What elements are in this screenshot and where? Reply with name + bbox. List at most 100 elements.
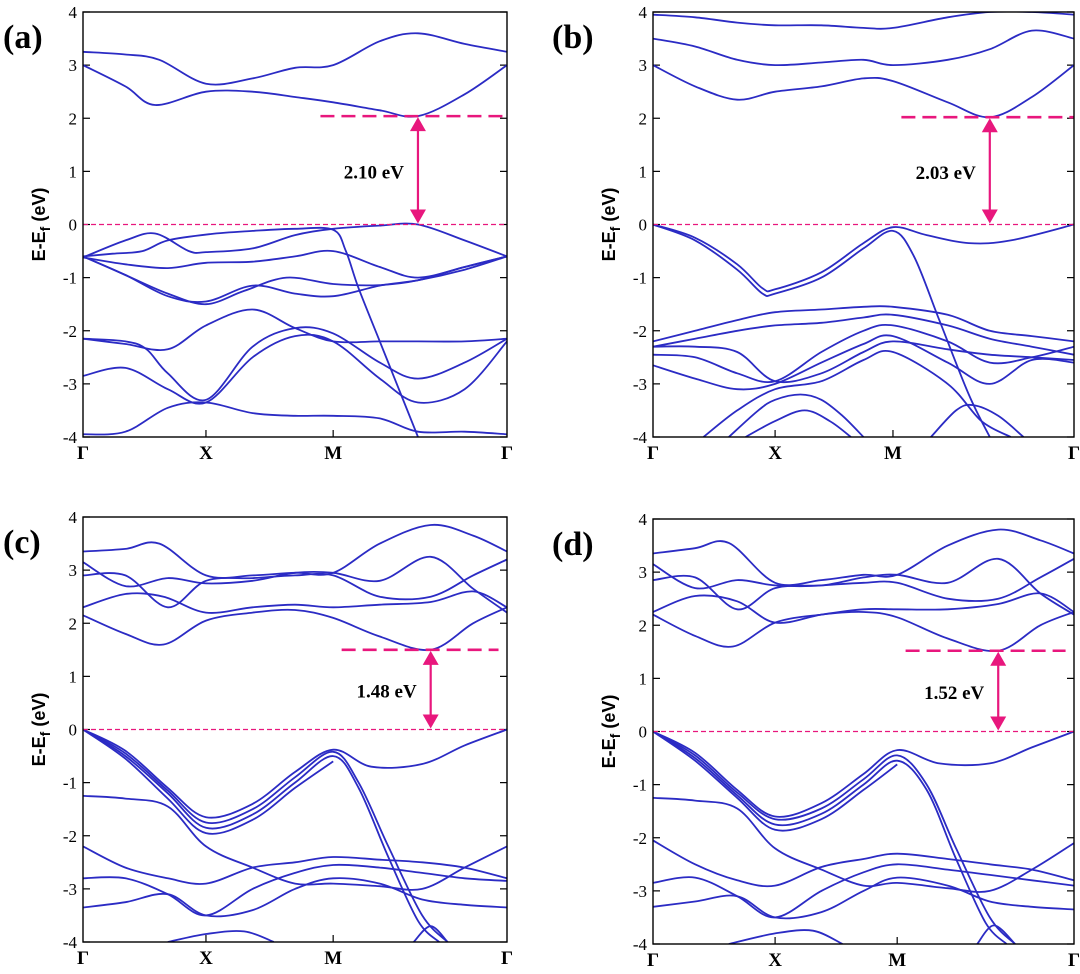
kpoint-label: M	[884, 443, 902, 464]
gap-arrow-head-up	[409, 117, 426, 132]
band-c3	[83, 558, 507, 609]
kpoint-label: Γ	[1068, 950, 1080, 971]
y-tick-label: -4	[633, 935, 648, 954]
y-tick-label: 1	[69, 667, 78, 686]
gap-arrow-head-down	[990, 716, 1007, 731]
band-c3	[653, 12, 1074, 30]
band-v8	[702, 349, 1012, 437]
gap-arrow-head-up	[422, 650, 439, 665]
band-v4	[83, 255, 507, 306]
band-v3	[653, 305, 1074, 343]
y-tick-label: -3	[633, 375, 647, 394]
y-tick-label: 1	[639, 669, 648, 688]
band-lines	[83, 523, 507, 942]
band-v7	[653, 863, 1074, 919]
y-tick-label: 2	[69, 109, 78, 128]
y-tick-label: -2	[63, 827, 77, 846]
band-c1	[653, 64, 1074, 119]
y-tick-label: -2	[633, 829, 647, 848]
gap-arrow-head-down	[422, 714, 439, 729]
band-v5	[83, 226, 419, 437]
panel-letter: (d)	[552, 526, 594, 563]
y-tick-label: -1	[63, 269, 77, 288]
gap-arrow-head-up	[981, 118, 998, 133]
y-tick-label: 4	[69, 3, 78, 22]
y-tick-label: 1	[69, 162, 78, 181]
y-axis-label: E-Ef (eV)	[29, 188, 53, 262]
band-v6	[83, 845, 507, 885]
y-axis-label: E-Ef (eV)	[599, 188, 623, 262]
kpoint-label: X	[199, 443, 213, 464]
plot-frame	[652, 11, 1075, 438]
y-tick-label: -2	[63, 322, 77, 341]
y-tick-label: -3	[633, 882, 647, 901]
y-tick-label: 3	[69, 561, 78, 580]
y-tick-label: 0	[69, 216, 78, 235]
y-axis-label-unit: (eV)	[29, 693, 49, 732]
y-axis-label: E-Ef (eV)	[599, 695, 623, 769]
band-v1	[653, 730, 1074, 818]
band-v7	[83, 863, 507, 917]
y-tick-label: 3	[639, 56, 648, 75]
band-v8	[83, 877, 507, 918]
panel-letter: (b)	[552, 19, 594, 56]
band-c2	[83, 590, 507, 614]
y-tick-label: -1	[63, 774, 77, 793]
kpoint-label: Γ	[77, 948, 89, 969]
band-v4	[653, 730, 898, 832]
band-v8	[83, 333, 507, 405]
band-v1	[653, 223, 1074, 293]
y-axis-label-main: E-E	[29, 736, 49, 766]
kpoint-label: M	[324, 948, 342, 969]
band-v5	[653, 797, 1074, 893]
kpoint-label: Γ	[647, 950, 659, 971]
band-c2	[83, 32, 507, 86]
y-tick-label: -3	[63, 375, 77, 394]
y-axis-label-unit: (eV)	[599, 188, 619, 227]
y-tick-label: -4	[633, 428, 648, 447]
band-gap-label: 2.03 eV	[916, 163, 976, 184]
band-v4	[653, 313, 1074, 356]
kpoint-label: Γ	[1068, 443, 1080, 464]
plot-frame	[82, 11, 508, 438]
gap-arrow-head-down	[409, 209, 426, 224]
band-v3	[653, 730, 1008, 944]
y-axis-label: E-Ef (eV)	[29, 693, 53, 767]
band-c1	[83, 606, 507, 651]
band-c5	[83, 523, 507, 579]
kpoint-label: X	[768, 950, 782, 971]
plot-frame	[652, 518, 1075, 945]
y-tick-label: 3	[69, 56, 78, 75]
band-v8	[653, 876, 1074, 920]
kpoint-label: X	[768, 443, 782, 464]
band-v1	[83, 222, 507, 259]
y-tick-label: -4	[63, 933, 78, 952]
kpoint-label: M	[324, 443, 342, 464]
y-tick-label: 4	[69, 508, 78, 527]
band-c1	[653, 610, 1074, 653]
band-v9	[728, 393, 865, 437]
kpoint-label: X	[199, 948, 213, 969]
gap-arrow-head-down	[981, 209, 998, 224]
band-c2	[653, 29, 1074, 67]
y-tick-label: 3	[639, 563, 648, 582]
band-v6	[653, 334, 1074, 391]
band-v4	[83, 728, 334, 835]
kpoint-label: Γ	[77, 443, 89, 464]
y-axis-label-main: E-E	[599, 738, 619, 768]
y-axis-label-subscript: f	[607, 733, 623, 738]
y-axis-label-subscript: f	[607, 226, 623, 231]
y-tick-label: -1	[633, 269, 647, 288]
band-c2	[653, 592, 1074, 624]
gap-arrow-head-up	[990, 651, 1007, 666]
band-lines	[653, 12, 1074, 437]
y-tick-label: 0	[639, 216, 648, 235]
band-v3	[83, 728, 440, 942]
band-v5	[653, 323, 1074, 383]
band-v6	[83, 308, 507, 351]
y-tick-label: -3	[63, 880, 77, 899]
y-tick-label: -2	[633, 322, 647, 341]
